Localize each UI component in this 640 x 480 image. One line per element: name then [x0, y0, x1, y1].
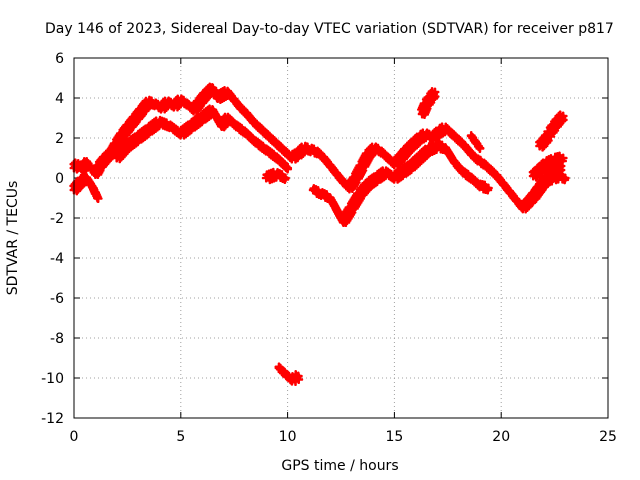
y-tick-label: -2	[50, 211, 64, 227]
x-tick-label: 0	[70, 429, 79, 445]
chart-title: Day 146 of 2023, Sidereal Day-to-day VTE…	[45, 21, 614, 37]
x-tick-label: 10	[279, 429, 297, 445]
y-axis-label: SDTVAR / TECUs	[5, 181, 21, 296]
series-upper-segments	[417, 87, 568, 182]
x-axis-label: GPS time / hours	[281, 458, 398, 474]
data-point	[112, 140, 132, 164]
data-point	[430, 87, 440, 97]
y-tick-label: -8	[50, 331, 64, 347]
y-tick-label: 2	[55, 131, 64, 147]
data-point	[558, 153, 568, 163]
series-outlier-cluster	[274, 362, 304, 386]
x-tick-label: 20	[492, 429, 510, 445]
y-tick-label: 0	[55, 171, 64, 187]
x-tick-label: 5	[176, 429, 185, 445]
data-point	[280, 173, 290, 183]
y-tick-label: 6	[55, 51, 64, 67]
gridlines	[74, 58, 608, 418]
data-point	[92, 193, 102, 203]
data-point	[475, 143, 485, 153]
data-point	[483, 183, 493, 193]
data-point	[558, 111, 568, 121]
data-point	[283, 163, 293, 173]
x-tick-label: 25	[599, 429, 617, 445]
data-point	[293, 371, 303, 381]
data-point	[357, 149, 374, 171]
y-tick-label: 4	[55, 91, 64, 107]
data-point	[470, 137, 485, 153]
y-tick-label: -12	[41, 411, 64, 427]
x-tick-label: 15	[385, 429, 403, 445]
data-points	[69, 82, 570, 386]
plot-frame	[73, 57, 609, 419]
axis-ticks	[73, 57, 609, 419]
data-point	[560, 173, 570, 183]
series-main-trend	[69, 82, 566, 214]
data-point	[351, 161, 368, 183]
series-lower-band	[69, 104, 570, 227]
y-tick-label: -6	[50, 291, 64, 307]
y-tick-label: -10	[41, 371, 64, 387]
y-tick-label: -4	[50, 251, 64, 267]
